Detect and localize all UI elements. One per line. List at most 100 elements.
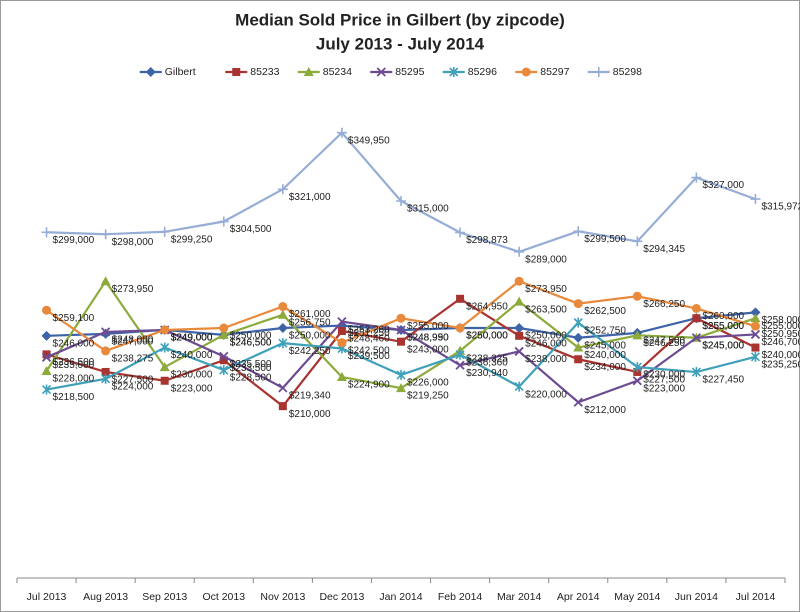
data-label: $294,345 xyxy=(643,244,685,255)
data-label: $321,000 xyxy=(289,192,331,203)
data-point xyxy=(396,383,406,393)
data-point xyxy=(691,303,701,313)
data-point xyxy=(219,365,229,376)
data-label: $248,950 xyxy=(407,333,449,344)
data-point xyxy=(573,342,584,352)
data-label: $258,000 xyxy=(761,315,800,326)
data-point xyxy=(750,307,761,318)
x-tick-label: Sep 2013 xyxy=(142,591,187,603)
data-label: $218,500 xyxy=(53,392,95,403)
data-label: $246,250 xyxy=(643,338,685,349)
data-point xyxy=(632,376,642,386)
data-label: $223,000 xyxy=(171,383,213,394)
data-point xyxy=(277,184,288,195)
data-label: $235,500 xyxy=(230,359,272,370)
data-label: $233,500 xyxy=(230,363,272,374)
data-label: $240,000 xyxy=(171,350,213,361)
data-label: $255,000 xyxy=(702,321,744,332)
data-point xyxy=(41,365,52,375)
data-point xyxy=(455,349,465,360)
data-point xyxy=(397,337,405,346)
data-point xyxy=(218,216,229,227)
data-label: $289,000 xyxy=(525,254,567,265)
data-point xyxy=(41,384,52,395)
data-label: $226,000 xyxy=(407,378,449,389)
data-label: $227,500 xyxy=(112,375,154,386)
data-point xyxy=(456,294,465,303)
data-label: $223,000 xyxy=(643,383,685,394)
data-label: $239,500 xyxy=(348,351,390,362)
data-label: $224,000 xyxy=(112,381,154,392)
x-tick-label: Nov 2013 xyxy=(260,591,305,603)
data-label: $299,250 xyxy=(171,234,213,245)
x-tick-label: Mar 2014 xyxy=(497,591,542,603)
data-point xyxy=(100,276,111,286)
legend-marker xyxy=(303,67,314,76)
x-tick-label: Jan 2014 xyxy=(379,591,422,603)
data-point xyxy=(751,343,760,352)
data-point xyxy=(219,356,228,365)
data-point xyxy=(514,323,525,333)
data-label: $255,000 xyxy=(702,321,744,332)
data-point xyxy=(396,325,406,335)
data-point xyxy=(514,296,525,306)
data-label: $266,250 xyxy=(643,299,685,310)
data-point xyxy=(160,376,169,385)
x-tick-label: Feb 2014 xyxy=(438,591,483,603)
data-label: $236,500 xyxy=(53,357,95,368)
x-tick-label: May 2014 xyxy=(614,591,660,603)
data-point xyxy=(41,330,52,341)
data-label: $304,500 xyxy=(230,224,272,235)
x-tick-label: Apr 2014 xyxy=(557,591,600,603)
data-point xyxy=(218,329,229,339)
data-point xyxy=(159,226,170,237)
data-label: $247,000 xyxy=(112,337,154,348)
data-point xyxy=(514,381,524,392)
data-point xyxy=(574,355,583,364)
data-label: $235,250 xyxy=(761,359,800,370)
data-label: $349,950 xyxy=(348,135,390,146)
data-label: $242,250 xyxy=(289,346,331,357)
data-label: $238,325 xyxy=(466,353,508,364)
x-tick-label: Dec 2013 xyxy=(319,591,364,603)
legend-marker xyxy=(232,68,241,76)
data-label: $220,000 xyxy=(525,389,567,400)
data-point xyxy=(573,332,584,343)
data-point xyxy=(515,331,524,340)
data-point xyxy=(160,342,170,353)
data-label: $255,000 xyxy=(407,321,449,332)
x-tick-label: Oct 2013 xyxy=(202,591,245,603)
data-label: $263,500 xyxy=(525,304,567,315)
data-label: $243,000 xyxy=(407,344,449,355)
data-label: $250,000 xyxy=(466,331,508,342)
data-label: $228,500 xyxy=(230,373,272,384)
data-point xyxy=(101,367,110,376)
data-label: $298,000 xyxy=(112,237,154,248)
data-point xyxy=(632,291,642,301)
legend-label: 85296 xyxy=(468,66,497,78)
data-label: $240,000 xyxy=(584,350,626,361)
data-point xyxy=(396,369,406,380)
data-label: $315,000 xyxy=(407,204,449,215)
data-label: $238,275 xyxy=(112,354,154,365)
data-label: $250,000 xyxy=(466,331,508,342)
data-label: $250,000 xyxy=(525,331,567,342)
data-point xyxy=(337,327,346,336)
legend-label: 85298 xyxy=(613,66,642,78)
data-label: $273,950 xyxy=(525,284,567,295)
x-tick-label: Jul 2013 xyxy=(27,591,67,603)
data-label: $230,000 xyxy=(171,370,213,381)
data-point xyxy=(278,402,287,411)
data-label: $240,000 xyxy=(761,350,800,361)
data-label: $253,260 xyxy=(348,324,390,335)
data-point xyxy=(100,229,111,240)
data-point xyxy=(278,383,288,393)
data-point xyxy=(750,351,761,362)
data-label: $246,500 xyxy=(230,337,272,348)
data-label: $242,500 xyxy=(348,345,390,356)
data-label: $298,873 xyxy=(466,235,508,246)
data-point xyxy=(573,226,584,237)
x-tick-label: Jun 2014 xyxy=(675,591,718,603)
data-label: $261,000 xyxy=(289,309,331,320)
